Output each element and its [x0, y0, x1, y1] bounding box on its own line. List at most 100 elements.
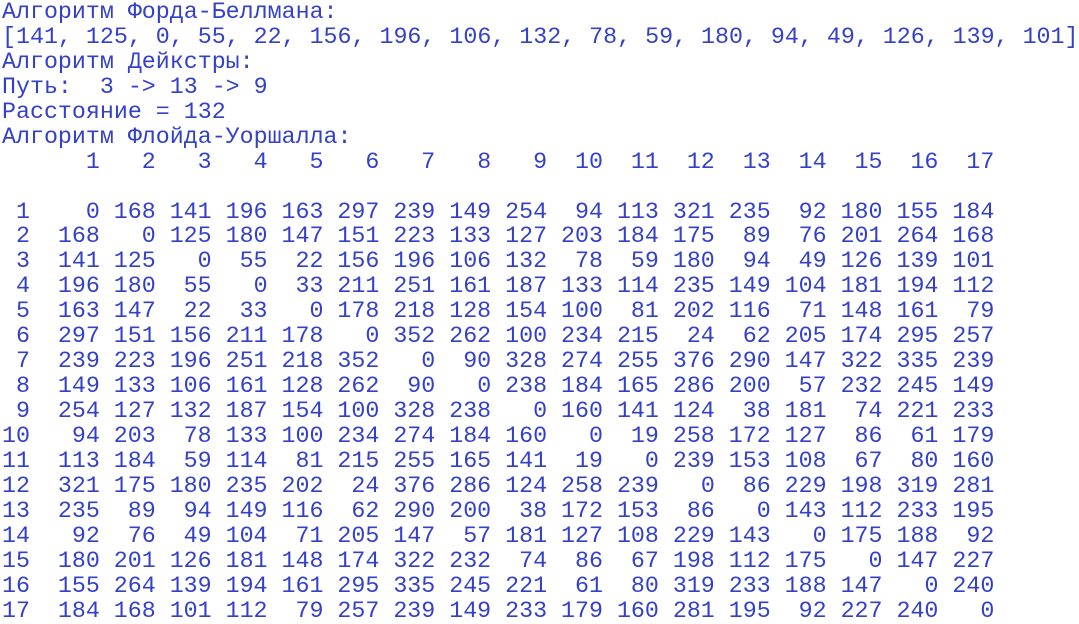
row-label: 15 — [2, 547, 30, 574]
matrix-cell: 92 — [71, 522, 100, 549]
matrix-cell: 0 — [589, 422, 603, 449]
matrix-cell: 0 — [533, 398, 548, 424]
matrix-cell: 160 — [616, 597, 659, 624]
matrix-cell: 196 — [393, 248, 436, 275]
matrix-cell: 235 — [225, 472, 268, 499]
matrix-cell: 201 — [113, 547, 156, 574]
matrix-cell: 194 — [225, 572, 268, 599]
matrix-header: 1 2 3 4 5 6 7 8 9 10 11 12 13 14 15 16 17 — [0, 148, 1079, 175]
matrix-cell: 90 — [463, 348, 492, 375]
matrix-cell: 127 — [113, 398, 156, 424]
row-label: 17 — [2, 597, 30, 624]
matrix-cell: 239 — [393, 597, 436, 624]
matrix-cell: 211 — [337, 273, 380, 300]
matrix-cell: 0 — [197, 248, 212, 275]
matrix-row: 12 321 175 180 235 202 24 376 286 124 258 239 0 86 229… — [0, 472, 1079, 499]
column-label: 16 — [910, 148, 939, 175]
matrix-cell: 114 — [225, 447, 268, 474]
matrix-cell: 290 — [393, 497, 436, 524]
matrix-cell: 49 — [183, 522, 212, 549]
matrix-cell: 156 — [169, 323, 212, 350]
matrix-cell: 106 — [449, 248, 492, 275]
row-label: 8 — [15, 373, 30, 400]
matrix-cell: 155 — [896, 198, 939, 225]
matrix-cell: 376 — [672, 348, 715, 375]
matrix-cell: 126 — [840, 248, 883, 275]
matrix-cell: 229 — [672, 522, 715, 549]
matrix-cell: 205 — [784, 323, 827, 350]
matrix-cell: 203 — [113, 422, 156, 449]
matrix-cell: 55 — [183, 273, 212, 300]
matrix-cell: 235 — [728, 198, 771, 225]
matrix-cell: 94 — [742, 248, 771, 275]
matrix-cell: 149 — [449, 198, 492, 225]
matrix-cell: 112 — [225, 597, 268, 624]
blank-line — [0, 175, 1079, 200]
dijkstra-path: Путь: 3 -> 13 -> 9 — [2, 73, 268, 100]
matrix-cell: 19 — [630, 422, 659, 449]
matrix-cell: 232 — [840, 373, 883, 400]
matrix-row: 5 163 147 22 33 0 178 218 128 154 100 81 202 116 71 148… — [0, 299, 1079, 324]
matrix-cell: 274 — [561, 348, 603, 375]
matrix-cell: 286 — [449, 472, 492, 499]
matrix-cell: 147 — [784, 348, 827, 375]
matrix-cell: 195 — [952, 497, 995, 524]
matrix-cell: 0 — [924, 572, 939, 599]
matrix-cell: 90 — [407, 373, 436, 400]
matrix-cell: 319 — [672, 572, 715, 599]
matrix-cell: 184 — [57, 597, 100, 624]
matrix-cell: 100 — [337, 398, 380, 424]
matrix-cell: 322 — [840, 348, 883, 375]
matrix-cell: 161 — [225, 373, 268, 400]
matrix-cell: 181 — [505, 522, 548, 549]
matrix-cell: 79 — [966, 298, 995, 325]
row-label: 13 — [2, 497, 30, 524]
matrix-cell: 195 — [728, 597, 771, 624]
matrix-cell: 352 — [393, 323, 436, 350]
matrix-cell: 104 — [225, 522, 268, 549]
matrix-cell: 151 — [337, 223, 380, 250]
matrix-cell: 55 — [239, 248, 268, 275]
matrix-cell: 80 — [630, 572, 659, 599]
matrix-cell: 174 — [840, 323, 883, 350]
matrix-cell: 181 — [225, 547, 268, 574]
matrix-cell: 108 — [784, 447, 827, 474]
matrix-cell: 100 — [281, 422, 324, 449]
matrix-cell: 49 — [798, 248, 827, 275]
matrix-cell: 198 — [672, 547, 715, 574]
matrix-cell: 24 — [351, 472, 380, 499]
matrix-cell: 181 — [840, 273, 883, 300]
matrix-cell: 223 — [113, 348, 156, 375]
matrix-cell: 180 — [672, 248, 715, 275]
row-label: 14 — [2, 522, 30, 549]
matrix-cell: 143 — [784, 497, 827, 524]
matrix-cell: 0 — [309, 298, 324, 325]
matrix-cell: 147 — [281, 223, 324, 250]
matrix-cell: 161 — [449, 273, 492, 300]
matrix-cell: 22 — [183, 298, 212, 325]
matrix-cell: 187 — [225, 398, 268, 424]
matrix-cell: 238 — [449, 398, 492, 424]
column-label: 15 — [854, 148, 883, 175]
column-label: 17 — [966, 148, 995, 175]
matrix-row: 7 239 223 196 251 218 352 0 90 328 274 255 376 290 147… — [0, 349, 1079, 374]
matrix-cell: 202 — [281, 472, 324, 499]
matrix-cell: 194 — [896, 273, 939, 300]
matrix-cell: 151 — [113, 323, 156, 350]
column-label: 8 — [477, 148, 492, 175]
matrix-cell: 200 — [449, 497, 492, 524]
matrix-cell: 147 — [393, 522, 436, 549]
matrix-cell: 184 — [113, 447, 156, 474]
matrix-cell: 22 — [295, 248, 324, 275]
matrix-cell: 198 — [840, 472, 883, 499]
matrix-cell: 319 — [896, 472, 939, 499]
matrix-cell: 141 — [505, 447, 548, 474]
matrix-cell: 180 — [225, 223, 268, 250]
matrix-cell: 104 — [784, 273, 827, 300]
matrix-cell: 160 — [952, 447, 995, 474]
row-label: 3 — [15, 248, 30, 275]
matrix-cell: 264 — [896, 223, 939, 250]
matrix-cell: 127 — [561, 522, 603, 549]
matrix-cell: 297 — [337, 198, 380, 225]
matrix-cell: 67 — [630, 547, 659, 574]
